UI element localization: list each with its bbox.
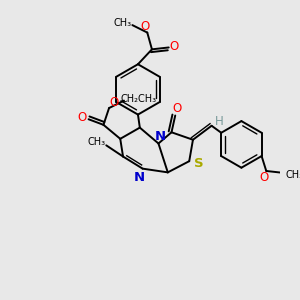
Text: H: H	[215, 115, 224, 128]
Text: N: N	[155, 130, 166, 142]
Text: CH₂CH₃: CH₂CH₃	[121, 94, 157, 104]
Text: O: O	[172, 102, 182, 115]
Text: CH₃: CH₃	[88, 136, 106, 147]
Text: O: O	[260, 171, 269, 184]
Text: O: O	[77, 111, 87, 124]
Text: N: N	[133, 170, 144, 184]
Text: O: O	[141, 20, 150, 32]
Text: CH₃: CH₃	[114, 18, 132, 28]
Text: O: O	[109, 96, 118, 109]
Text: S: S	[194, 157, 203, 169]
Text: CH₃: CH₃	[285, 170, 300, 180]
Text: O: O	[170, 40, 179, 53]
